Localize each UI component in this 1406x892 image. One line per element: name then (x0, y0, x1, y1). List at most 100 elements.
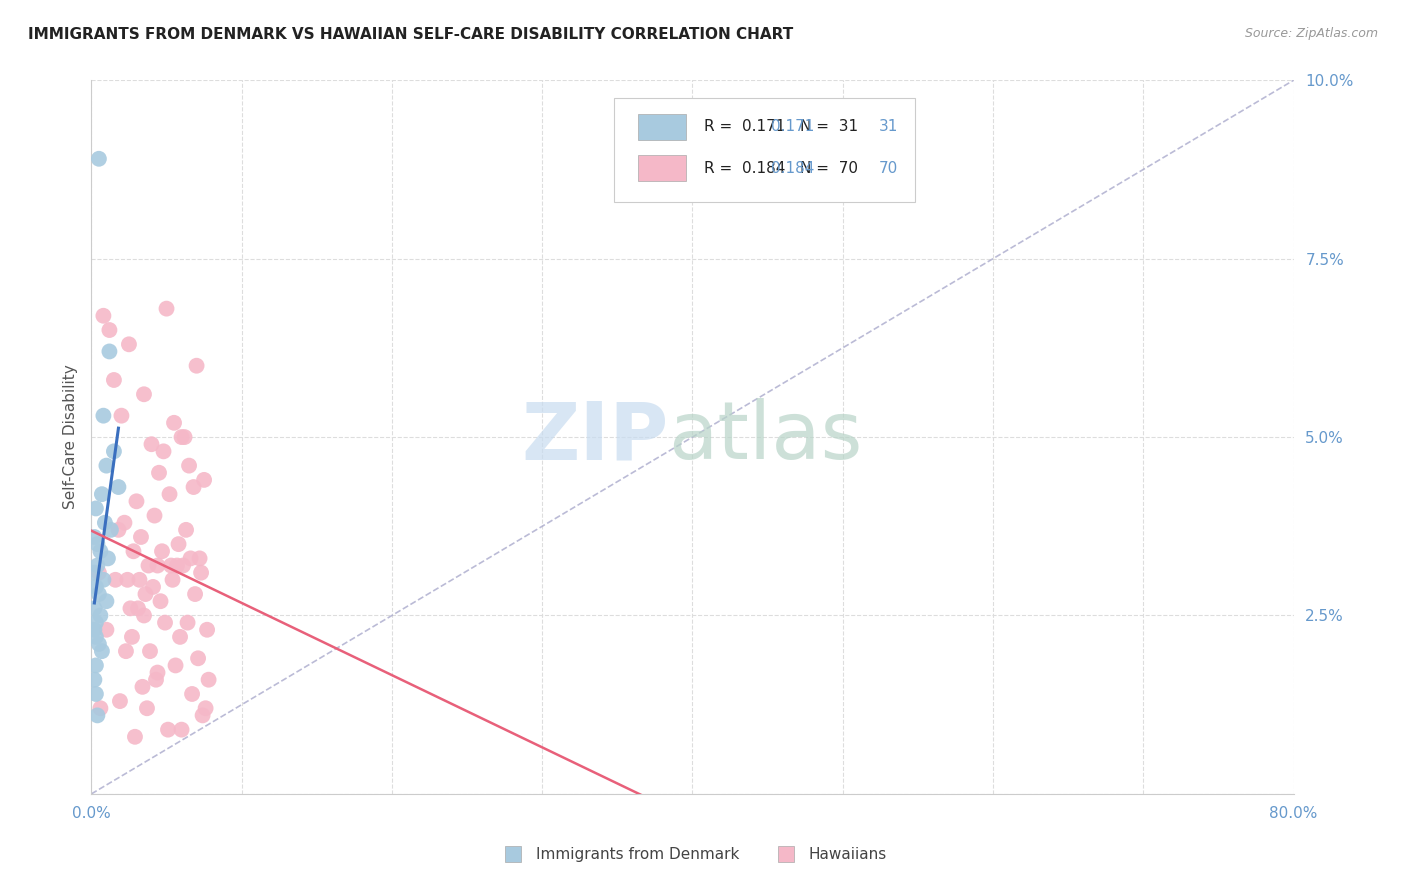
FancyBboxPatch shape (614, 98, 915, 202)
Point (93, 309, 115, 323)
Point (129, 530, 152, 544)
Point (83, 673, 105, 687)
Point (142, 580, 165, 594)
Point (141, 437, 163, 451)
Point (103, 444, 125, 458)
Point (131, 680, 153, 694)
Point (176, 615, 198, 630)
Legend: Immigrants from Denmark, Hawaiians: Immigrants from Denmark, Hawaiians (492, 841, 893, 868)
Point (107, 480, 129, 494)
Point (110, 409, 132, 423)
Point (104, 573, 127, 587)
Point (98, 323, 121, 337)
Point (190, 566, 212, 580)
Point (153, 615, 176, 630)
Point (184, 587, 207, 601)
Point (96, 623, 118, 637)
Point (146, 558, 169, 573)
Point (146, 665, 169, 680)
Point (169, 630, 191, 644)
Point (191, 708, 214, 723)
Point (83, 566, 105, 580)
Point (194, 701, 217, 715)
Point (173, 430, 195, 444)
Point (193, 473, 215, 487)
Text: IMMIGRANTS FROM DENMARK VS HAWAIIAN SELF-CARE DISABILITY CORRELATION CHART: IMMIGRANTS FROM DENMARK VS HAWAIIAN SELF… (28, 27, 793, 42)
Point (186, 359, 208, 373)
Point (90, 487, 112, 501)
Point (183, 480, 205, 494)
Point (89, 544, 111, 558)
Text: 0.171: 0.171 (770, 120, 814, 134)
Bar (638, 114, 686, 139)
Point (83, 601, 105, 615)
Point (143, 508, 166, 523)
Point (165, 658, 187, 673)
Text: R =  0.184   N =  70: R = 0.184 N = 70 (704, 161, 859, 176)
Point (96, 594, 118, 608)
Point (115, 644, 138, 658)
Point (118, 337, 141, 351)
Point (114, 516, 136, 530)
Point (84, 658, 107, 673)
Point (136, 701, 159, 715)
Point (170, 430, 193, 444)
Point (163, 416, 186, 430)
Point (96, 458, 118, 473)
Point (121, 630, 143, 644)
Point (155, 301, 177, 316)
Point (170, 723, 193, 737)
Point (84, 687, 107, 701)
Point (93, 409, 115, 423)
Point (180, 551, 202, 566)
Point (107, 523, 129, 537)
Point (89, 608, 111, 623)
Bar (638, 155, 686, 181)
Text: R =  0.171   N =  31: R = 0.171 N = 31 (704, 120, 859, 134)
Point (93, 573, 115, 587)
Point (132, 387, 155, 401)
Point (120, 601, 142, 615)
Point (177, 458, 200, 473)
Point (97, 551, 120, 566)
Point (84, 580, 107, 594)
Point (90, 644, 112, 658)
Point (152, 444, 174, 458)
Point (86, 537, 108, 551)
Point (145, 673, 167, 687)
Point (124, 730, 146, 744)
Text: Source: ZipAtlas.com: Source: ZipAtlas.com (1244, 27, 1378, 40)
Point (103, 373, 125, 387)
Point (125, 494, 148, 508)
Point (167, 537, 190, 551)
Point (139, 644, 162, 658)
Point (166, 558, 188, 573)
Point (157, 723, 180, 737)
Point (87, 152, 110, 166)
Point (83, 623, 105, 637)
Point (86, 558, 108, 573)
Point (138, 558, 160, 573)
Point (108, 694, 131, 708)
Text: ZIP: ZIP (522, 398, 668, 476)
Point (149, 594, 172, 608)
Text: 0.184: 0.184 (770, 161, 814, 176)
Text: 31: 31 (879, 120, 898, 134)
Point (87, 566, 110, 580)
Point (187, 651, 209, 665)
Point (132, 608, 155, 623)
Point (128, 573, 150, 587)
Text: 70: 70 (879, 161, 898, 176)
Point (122, 544, 145, 558)
Point (98, 344, 121, 359)
Point (127, 601, 149, 615)
Point (195, 623, 218, 637)
Point (87, 587, 110, 601)
Point (84, 501, 107, 516)
Point (134, 587, 156, 601)
Point (117, 573, 139, 587)
Point (160, 558, 183, 573)
Point (94, 516, 117, 530)
Point (181, 687, 204, 701)
Y-axis label: Self-Care Disability: Self-Care Disability (62, 365, 77, 509)
